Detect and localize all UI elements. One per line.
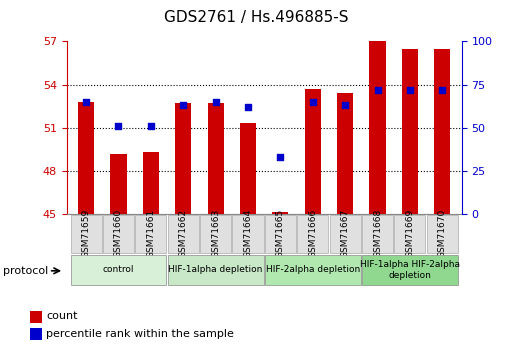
Text: HIF-1alpha HIF-2alpha
depletion: HIF-1alpha HIF-2alpha depletion (360, 260, 460, 280)
Text: GSM71669: GSM71669 (405, 209, 415, 258)
Point (179, 102, 187, 108)
FancyBboxPatch shape (168, 215, 199, 253)
Point (277, 154, 285, 160)
Bar (78, 102, 94, 214)
FancyBboxPatch shape (362, 255, 458, 285)
Text: GSM71665: GSM71665 (276, 209, 285, 258)
Bar (30, 310, 42, 323)
Bar (30, 328, 42, 340)
Point (406, 87, 414, 92)
FancyBboxPatch shape (265, 215, 296, 253)
FancyBboxPatch shape (71, 215, 102, 253)
Text: GSM71660: GSM71660 (114, 209, 123, 258)
Point (373, 87, 382, 92)
Bar (272, 213, 288, 214)
Text: control: control (103, 265, 134, 275)
FancyBboxPatch shape (200, 215, 231, 253)
Bar (240, 124, 256, 214)
Bar (208, 103, 224, 214)
Text: GSM71666: GSM71666 (308, 209, 317, 258)
Bar (369, 41, 386, 214)
Bar (402, 49, 418, 214)
Point (211, 99, 220, 105)
Bar (337, 93, 353, 214)
Bar (143, 152, 159, 214)
FancyBboxPatch shape (265, 255, 361, 285)
FancyBboxPatch shape (427, 215, 458, 253)
Text: count: count (46, 312, 78, 321)
Text: GSM71668: GSM71668 (373, 209, 382, 258)
Text: percentile rank within the sample: percentile rank within the sample (46, 329, 234, 338)
Point (82, 99, 90, 105)
Point (341, 102, 349, 108)
Text: GSM71670: GSM71670 (438, 209, 447, 258)
Text: HIF-1alpha depletion: HIF-1alpha depletion (168, 265, 263, 275)
Point (309, 99, 317, 105)
Bar (110, 154, 127, 214)
FancyBboxPatch shape (103, 215, 134, 253)
Text: GSM71663: GSM71663 (211, 209, 220, 258)
FancyBboxPatch shape (329, 215, 361, 253)
Point (147, 123, 155, 129)
FancyBboxPatch shape (168, 255, 264, 285)
FancyBboxPatch shape (297, 215, 328, 253)
Bar (305, 89, 321, 214)
Point (244, 104, 252, 110)
FancyBboxPatch shape (135, 215, 166, 253)
Point (438, 87, 446, 92)
Point (114, 123, 123, 129)
FancyBboxPatch shape (71, 255, 166, 285)
Bar (434, 49, 450, 214)
FancyBboxPatch shape (394, 215, 425, 253)
Text: GSM71659: GSM71659 (82, 209, 91, 258)
Text: GSM71661: GSM71661 (146, 209, 155, 258)
Text: GSM71664: GSM71664 (244, 209, 252, 258)
Text: GDS2761 / Hs.496885-S: GDS2761 / Hs.496885-S (164, 10, 349, 25)
Text: GSM71662: GSM71662 (179, 209, 188, 258)
FancyBboxPatch shape (232, 215, 264, 253)
Text: protocol: protocol (3, 266, 48, 276)
Text: HIF-2alpha depletion: HIF-2alpha depletion (266, 265, 360, 275)
Text: GSM71667: GSM71667 (341, 209, 350, 258)
Bar (175, 103, 191, 214)
FancyBboxPatch shape (362, 215, 393, 253)
